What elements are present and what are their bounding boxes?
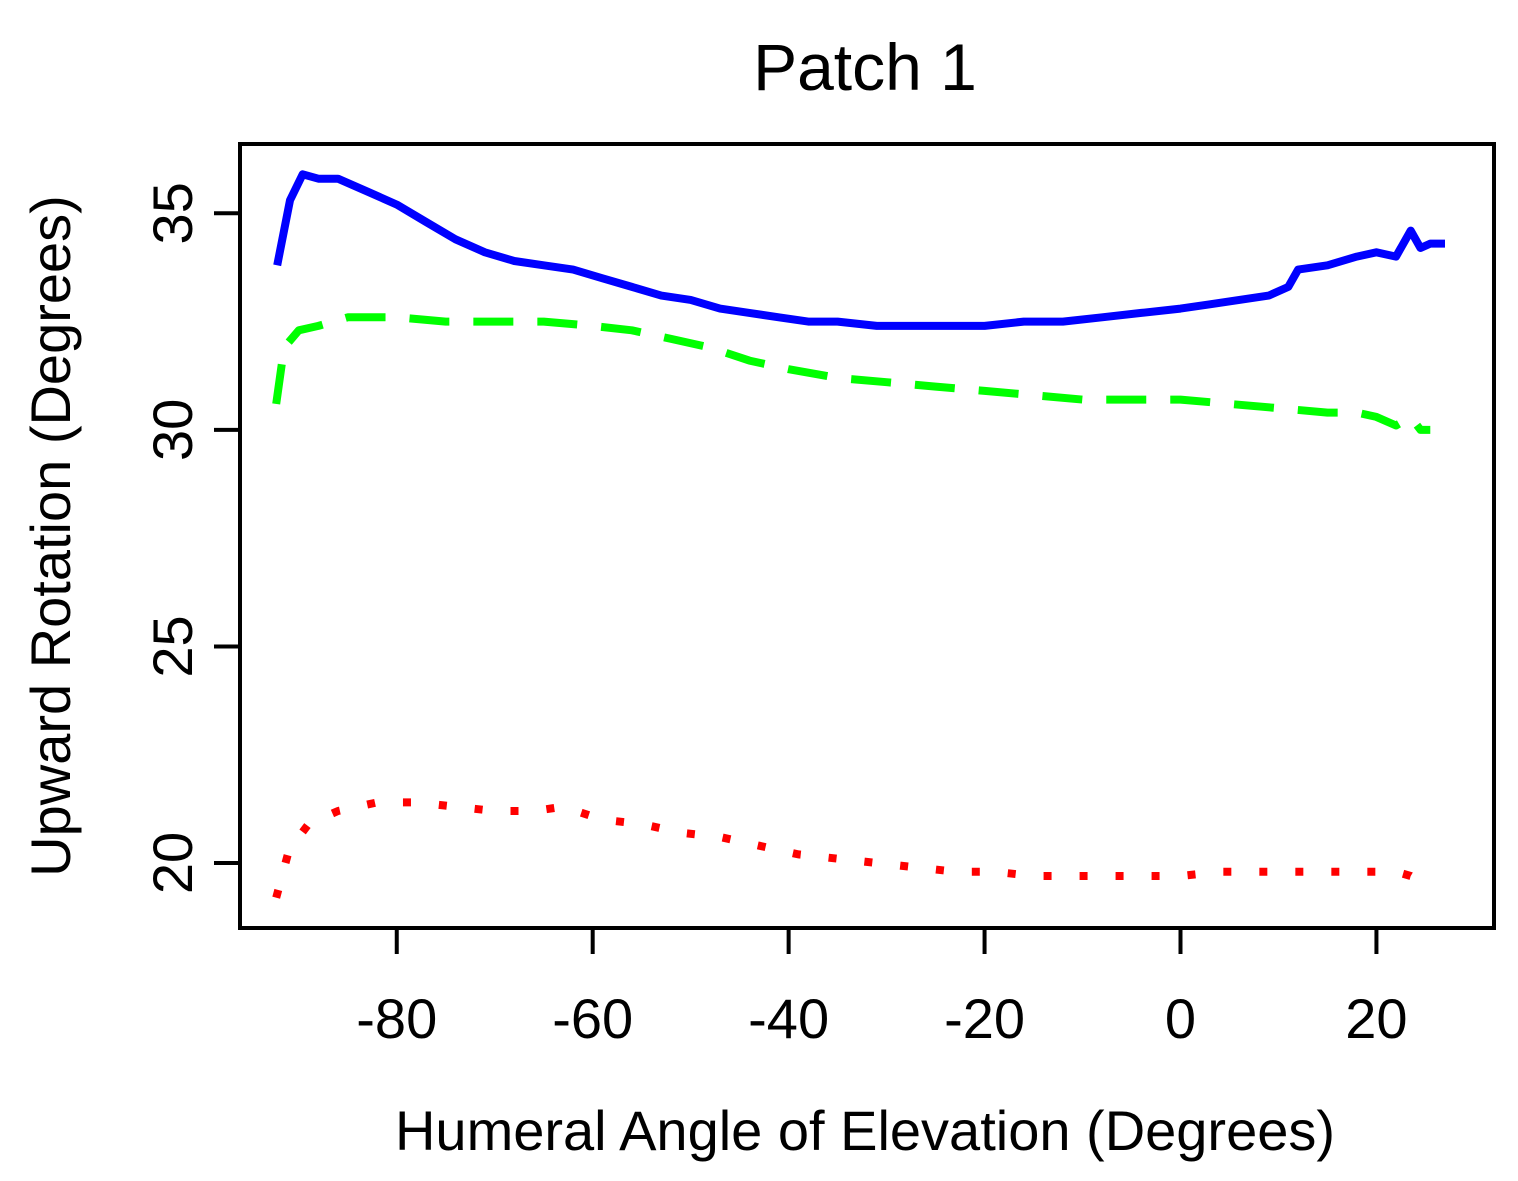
plot-frame [238,142,1496,930]
x-tick-label: -80 [356,987,437,1050]
x-tick-label: -20 [944,987,1025,1050]
x-tick-label: 20 [1345,987,1407,1050]
y-axis: 20 25 30 35 [141,182,240,894]
series-line-3 [272,798,1436,899]
x-axis-label: Humeral Angle of Elevation (Degrees) [395,1099,1335,1162]
series-line-1 [273,170,1445,330]
y-tick-label: 35 [141,182,204,244]
series-layer [272,170,1445,899]
y-tick-label: 20 [141,832,204,894]
chart-title: Patch 1 [753,30,977,104]
x-tick-label: 0 [1165,987,1196,1050]
x-axis: -80 -60 -40 -20 0 20 [356,928,1408,1050]
y-tick-label: 25 [141,615,204,677]
x-tick-label: -40 [748,987,829,1050]
x-tick-label: -60 [552,987,633,1050]
series-line-2 [272,313,1431,434]
y-axis-label: Upward Rotation (Degrees) [19,195,82,877]
y-tick-label: 30 [141,399,204,461]
